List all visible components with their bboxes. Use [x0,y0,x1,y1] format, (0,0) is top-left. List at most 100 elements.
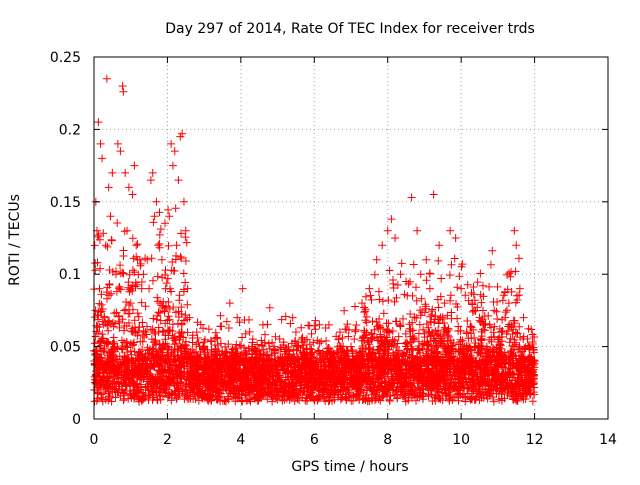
data-point [453,283,461,291]
data-point [217,322,225,330]
data-point [311,325,319,333]
data-point [125,183,133,191]
data-point [513,292,521,300]
data-point [129,191,137,199]
data-point [223,318,231,326]
data-point [490,323,498,331]
data-point [232,340,240,348]
data-point [149,169,157,177]
data-point [361,307,369,315]
data-point [205,325,213,333]
data-point [207,337,215,345]
data-point [154,272,162,280]
data-point [155,240,163,248]
data-point [297,324,305,332]
data-point [102,241,110,249]
data-point [180,198,188,206]
marks-layer [90,75,539,406]
data-point [477,335,485,343]
data-point [397,270,405,278]
data-point [172,204,180,212]
data-point [453,315,461,323]
data-point [108,169,116,177]
data-point [259,321,267,329]
data-point [94,118,102,126]
data-point [107,236,115,244]
data-point [408,193,416,201]
data-point [238,334,246,342]
data-point [435,304,443,312]
data-point [177,328,185,336]
data-point [155,308,163,316]
data-point [422,256,430,264]
data-point [487,261,495,269]
data-point [430,191,438,199]
data-point [156,231,164,239]
data-point [127,299,135,307]
data-point [200,338,208,346]
data-point [384,227,392,235]
data-point [485,283,493,291]
data-point [212,329,220,337]
data-point [476,269,484,277]
data-point [271,333,279,341]
data-point [289,314,297,322]
data-point [299,334,307,342]
data-point [371,271,379,279]
data-point [373,256,381,264]
data-point [153,316,161,324]
data-point [380,309,388,317]
data-point [446,227,454,235]
data-point [403,338,411,346]
data-point [164,206,172,214]
data-point [391,298,399,306]
data-point [352,321,360,329]
data-point [412,283,420,291]
data-point [286,320,294,328]
data-point [130,162,138,170]
data-point [129,266,137,274]
data-point [512,241,520,249]
data-point [138,299,146,307]
data-point [505,269,513,277]
data-point [118,336,126,344]
data-point [493,298,501,306]
data-point [379,297,387,305]
data-point [426,285,434,293]
data-point [171,147,179,155]
data-point [225,324,233,332]
data-point [502,308,510,316]
data-point [457,285,465,293]
data-point [166,316,174,324]
data-point [147,176,155,184]
data-point [113,219,121,227]
data-point [97,290,105,298]
data-point [103,75,111,83]
data-point [157,225,165,233]
data-point [152,198,160,206]
data-point [410,260,418,268]
data-point [446,271,454,279]
data-point [105,183,113,191]
data-point [292,328,300,336]
data-point [103,295,111,303]
data-point [422,276,430,284]
data-point [503,306,511,314]
data-point [506,335,514,343]
data-point [246,328,254,336]
data-point [97,140,105,148]
data-point [199,324,207,332]
data-point [165,242,173,250]
data-point [375,288,383,296]
data-point [351,303,359,311]
data-point [384,296,392,304]
data-point [515,254,523,262]
data-point [249,335,257,343]
data-point [376,295,384,303]
data-point [95,231,103,239]
data-point [155,208,163,216]
data-point [173,241,181,249]
data-point [239,285,247,293]
data-point [368,317,376,325]
data-point [183,239,191,247]
